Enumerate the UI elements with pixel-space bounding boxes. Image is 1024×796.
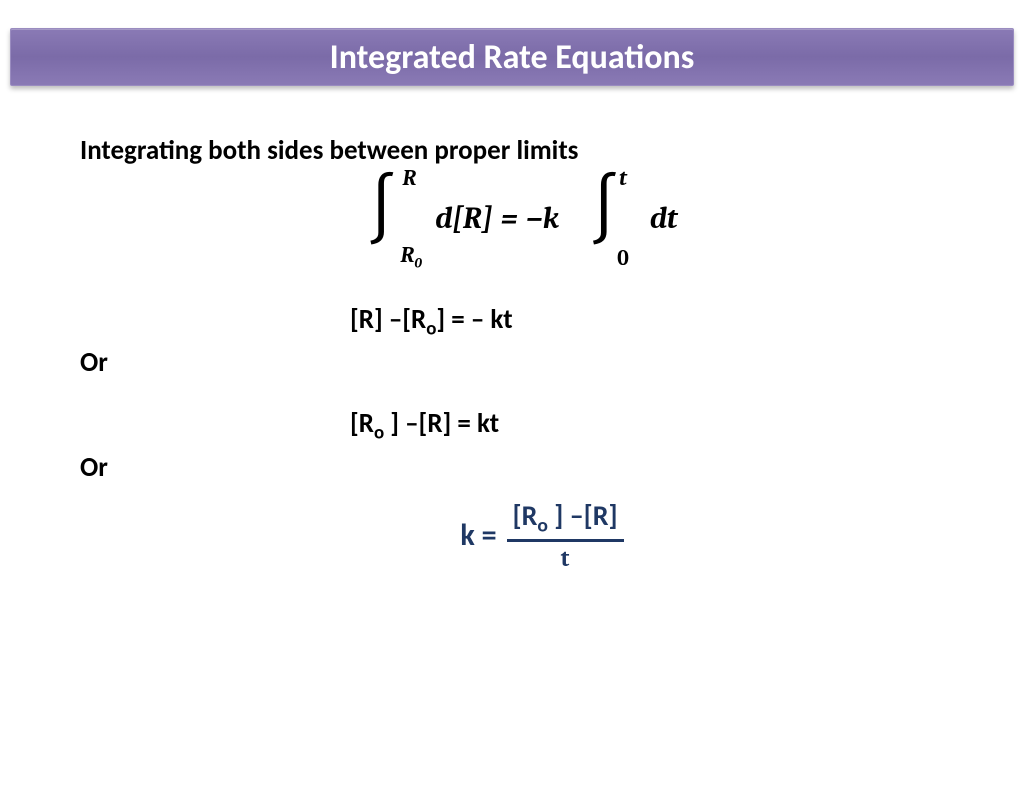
left-lower-limit: R0 xyxy=(401,242,422,271)
right-integral: t ∫ 0 xyxy=(589,173,620,263)
equation-3: [Ro ] –[R] = kt xyxy=(80,407,964,444)
title-bar: Integrated Rate Equations xyxy=(10,28,1014,86)
integral-sign-icon: ∫ xyxy=(589,173,620,245)
denominator: t xyxy=(561,542,570,572)
minus-k: −k xyxy=(526,201,559,236)
left-upper-limit: R xyxy=(403,165,417,191)
or-label-2: Or xyxy=(80,451,964,484)
slide-title: Integrated Rate Equations xyxy=(330,37,695,78)
equation-2: [R] –[Ro] = – kt xyxy=(80,303,964,340)
numerator: [Ro ] –[R] xyxy=(507,498,624,543)
left-integrand: d[R] xyxy=(435,201,492,236)
integral-sign-icon: ∫ xyxy=(367,173,398,245)
right-integrand: dt xyxy=(650,201,678,236)
slide-content: Integrating both sides between proper li… xyxy=(0,86,1024,572)
or-label-1: Or xyxy=(80,346,964,379)
right-lower-limit: 0 xyxy=(617,245,629,271)
intro-text: Integrating both sides between proper li… xyxy=(80,134,964,167)
left-integral: R ∫ R0 xyxy=(367,173,398,263)
fraction: [Ro ] –[R] t xyxy=(507,498,624,573)
equation-4: k = [Ro ] –[R] t xyxy=(80,498,964,573)
equals-sign: = xyxy=(501,201,518,236)
integral-equation: R ∫ R0 d[R] = −k t ∫ 0 dt xyxy=(80,173,964,263)
right-upper-limit: t xyxy=(619,165,627,191)
k-equals: k = xyxy=(460,517,496,554)
